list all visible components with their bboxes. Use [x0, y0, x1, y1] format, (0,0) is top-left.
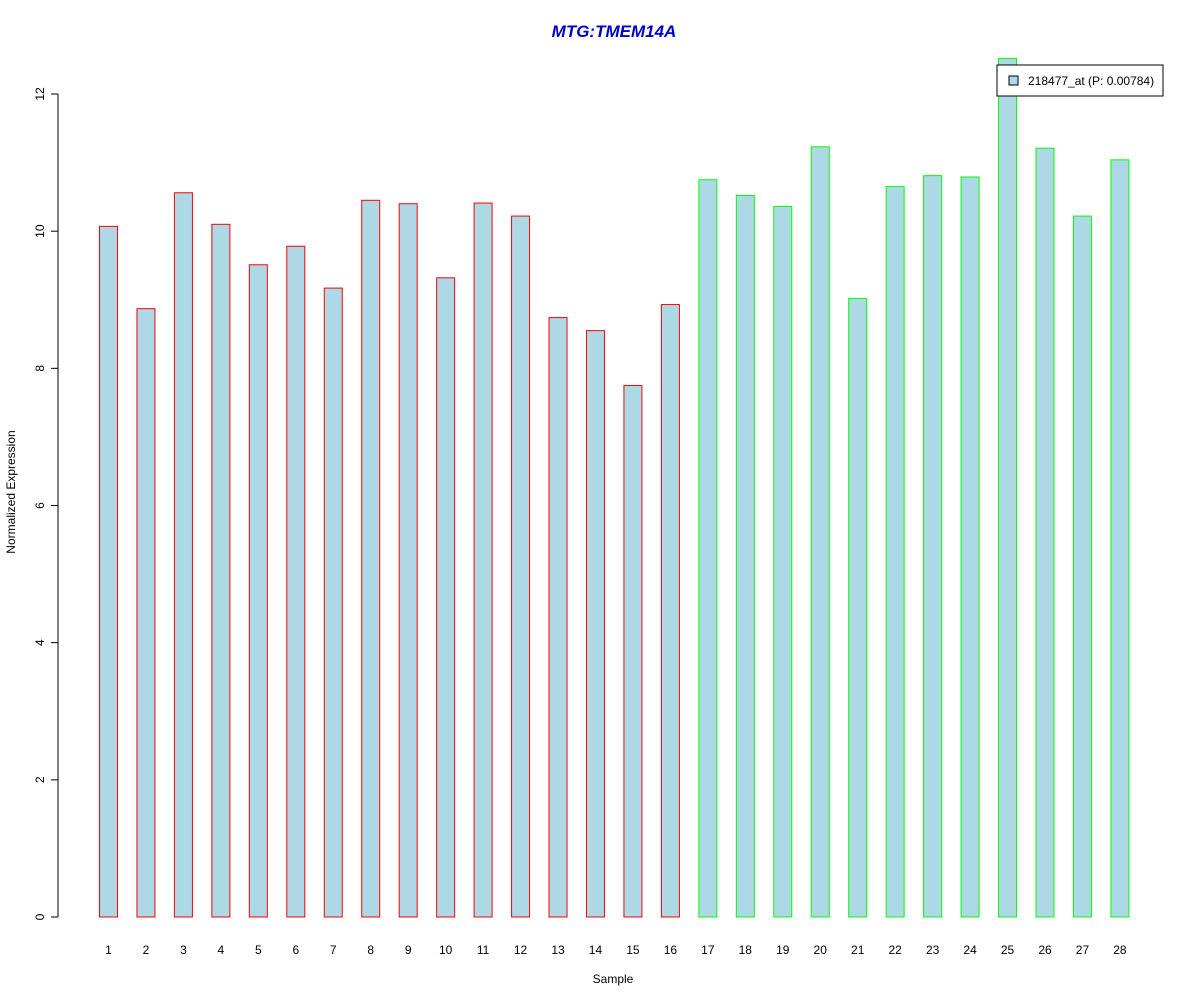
bar-sample-22	[885, 186, 905, 918]
bar-sample-24	[960, 176, 980, 918]
legend-box	[996, 64, 1164, 97]
y-tick-label: 0	[33, 913, 47, 920]
x-tick-label: 20	[814, 943, 828, 957]
bar-sample-14	[585, 330, 605, 918]
x-tick-labels: 1 2 3 4 5 6 7 8 9 10 11 12 13 14 15 16 17 18 19 20 21 22 23 24 2…	[105, 943, 1127, 957]
x-tick-label: 15	[626, 943, 640, 957]
x-tick-label: 8	[367, 943, 374, 957]
x-axis-label: Sample	[593, 972, 634, 986]
bar-sample-4	[211, 223, 231, 918]
bar-sample-19	[773, 205, 793, 918]
legend-swatch	[1008, 75, 1019, 86]
bar-sample-2	[136, 308, 156, 918]
x-tick-label: 27	[1076, 943, 1090, 957]
x-tick-label: 17	[701, 943, 715, 957]
bar-sample-28	[1110, 159, 1130, 918]
bar-sample-17	[698, 179, 718, 918]
x-tick-label: 11	[477, 943, 490, 957]
x-tick-label: 9	[405, 943, 412, 957]
x-tick-label: 7	[330, 943, 337, 957]
x-tick-label: 12	[514, 943, 528, 957]
x-tick-label: 10	[439, 943, 453, 957]
bar-sample-6	[286, 245, 306, 918]
bar-sample-23	[923, 175, 943, 918]
legend-label: 218477_at (P: 0.00784)	[1028, 74, 1154, 88]
bar-sample-9	[398, 203, 418, 918]
bar-sample-10	[436, 277, 456, 918]
bar-sample-5	[248, 264, 268, 918]
x-tick-label: 2	[143, 943, 150, 957]
x-tick-label: 26	[1038, 943, 1052, 957]
x-tick-label: 21	[851, 943, 865, 957]
bar-sample-12	[511, 215, 531, 918]
x-tick-label: 1	[105, 943, 112, 957]
bar-sample-26	[1035, 147, 1055, 918]
bar-sample-16	[660, 304, 680, 918]
x-tick-label: 22	[888, 943, 902, 957]
bar-sample-20	[810, 146, 830, 918]
bar-sample-8	[361, 199, 381, 918]
bar-sample-15	[623, 384, 643, 918]
x-tick-label: 25	[1001, 943, 1015, 957]
x-tick-label: 14	[589, 943, 603, 957]
y-axis: 0 2 4 6 8 10 12	[33, 87, 59, 920]
y-axis-label: Normalized Expression	[4, 430, 18, 553]
bar-sample-13	[548, 317, 568, 918]
x-tick-label: 28	[1113, 943, 1127, 957]
legend: 218477_at (P: 0.00784)	[996, 64, 1164, 97]
bar-sample-18	[735, 195, 755, 918]
x-tick-label: 4	[218, 943, 225, 957]
x-tick-label: 5	[255, 943, 262, 957]
y-tick-label: 12	[33, 87, 47, 101]
x-tick-label: 18	[739, 943, 753, 957]
x-tick-label: 3	[180, 943, 187, 957]
y-tick-label: 4	[33, 639, 47, 646]
y-tick-label: 2	[33, 776, 47, 783]
y-tick-label: 10	[33, 224, 47, 238]
bar-sample-11	[473, 202, 493, 918]
bar-sample-21	[848, 297, 868, 918]
y-tick-label: 8	[33, 365, 47, 372]
y-tick-label: 6	[33, 502, 47, 509]
bars	[99, 57, 1130, 918]
bar-sample-3	[173, 192, 193, 918]
bar-sample-27	[1072, 215, 1092, 918]
bar-sample-1	[99, 225, 118, 918]
x-tick-label: 24	[963, 943, 977, 957]
bar-sample-25	[998, 57, 1018, 918]
chart-title: MTG:TMEM14A	[552, 22, 677, 41]
x-tick-label: 16	[664, 943, 678, 957]
x-tick-label: 6	[292, 943, 299, 957]
bar-sample-7	[323, 287, 343, 918]
x-tick-label: 23	[926, 943, 940, 957]
x-tick-label: 13	[551, 943, 565, 957]
x-tick-label: 19	[776, 943, 790, 957]
